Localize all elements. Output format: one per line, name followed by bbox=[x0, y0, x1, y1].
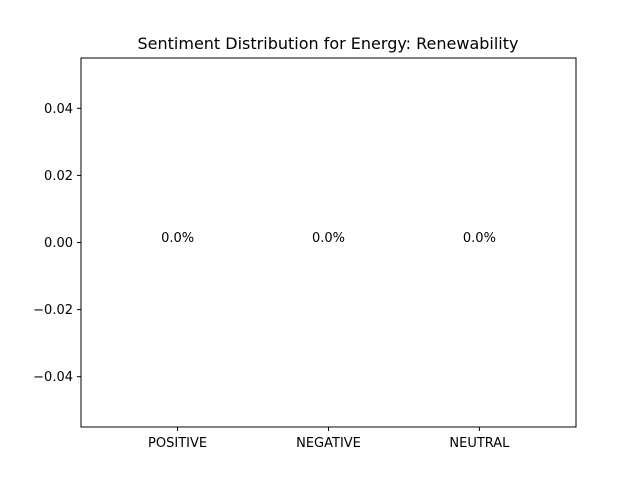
y-tick-label: −0.02 bbox=[33, 303, 73, 318]
y-tick-label: −0.04 bbox=[33, 370, 73, 385]
y-tick-label: 0.04 bbox=[44, 102, 73, 117]
x-tick-label: NEUTRAL bbox=[449, 436, 510, 451]
y-tick-label: 0.00 bbox=[44, 236, 73, 251]
chart-title: Sentiment Distribution for Energy: Renew… bbox=[138, 34, 519, 53]
plot-area: −0.04 −0.02 0.00 0.02 0.04 POSITIVE 0.0% NEGATI… bbox=[33, 57, 577, 451]
y-tick-label: 0.02 bbox=[44, 169, 73, 184]
data-label: 0.0% bbox=[463, 231, 496, 246]
data-label: 0.0% bbox=[312, 231, 345, 246]
x-tick-label: NEGATIVE bbox=[296, 436, 361, 451]
x-tick-label: POSITIVE bbox=[148, 436, 207, 451]
data-label: 0.0% bbox=[161, 231, 194, 246]
